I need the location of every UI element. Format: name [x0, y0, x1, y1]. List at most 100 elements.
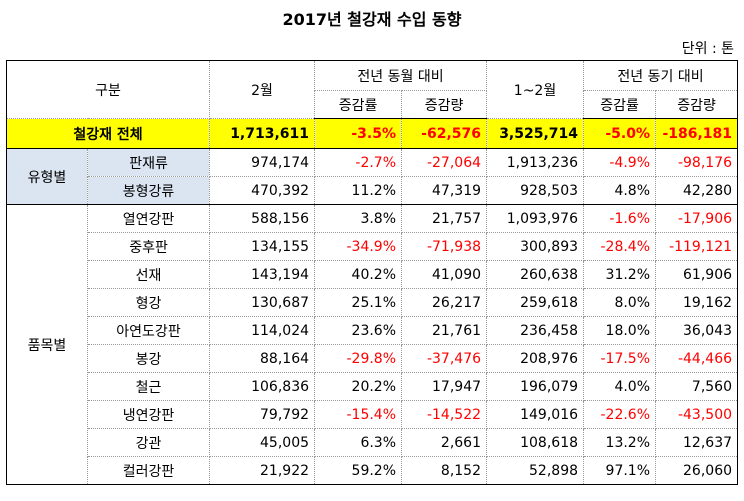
total-amt1: -62,576	[401, 118, 488, 149]
table-row: 봉형강류 470,392 11.2% 47,319 928,503 4.8% 42,280	[7, 176, 739, 205]
row-amt1: -14,522	[401, 400, 488, 429]
row-label: 냉연강판	[86, 400, 211, 429]
row-feb: 114,024	[209, 316, 316, 345]
row-amt2: 26,060	[655, 456, 739, 485]
row-rate2: 18.0%	[583, 316, 657, 345]
total-amt2: -186,181	[655, 118, 739, 149]
unit-label: 단위 : 톤	[681, 41, 734, 57]
row-rate2: -28.4%	[583, 232, 657, 261]
page-title: 2017년 철강재 수입 동향	[282, 10, 462, 29]
row-cum: 208,976	[486, 344, 585, 373]
row-amt2: 19,162	[655, 288, 739, 317]
row-rate1: 6.3%	[314, 428, 403, 457]
header-amount-2: 증감량	[655, 90, 739, 119]
row-label: 열연강판	[86, 204, 211, 233]
row-rate2: 8.0%	[583, 288, 657, 317]
table-row: 아연도강판 114,024 23.6% 21,761 236,458 18.0% 36,04…	[7, 316, 739, 345]
row-label: 선재	[86, 260, 211, 289]
row-rate1: 40.2%	[314, 260, 403, 289]
row-cum: 149,016	[486, 400, 585, 429]
total-label: 철강재 전체	[5, 118, 211, 149]
row-label: 컬러강판	[86, 456, 211, 485]
table-row: 유형별 판재류 974,174 -2.7% -27,064 1,913,236 -4.9% -…	[6, 148, 739, 205]
row-rate2: -4.9%	[583, 148, 657, 177]
row-amt2: 7,560	[655, 372, 739, 401]
row-label: 철근	[86, 372, 211, 401]
row-cum: 259,618	[486, 288, 585, 317]
row-rate1: -15.4%	[314, 400, 403, 429]
total-row: 철강재 전체 1,713,611 -3.5% -62,576 3,525,714…	[5, 118, 739, 149]
row-amt1: -71,938	[401, 232, 488, 261]
row-amt1: -27,064	[401, 148, 488, 177]
table-row: 강관 45,005 6.3% 2,661 108,618 13.2% 12,637	[7, 428, 739, 457]
row-cum: 1,093,976	[486, 204, 585, 233]
row-label: 형강	[86, 288, 211, 317]
row-label: 아연도강판	[86, 316, 211, 345]
row-amt1: 41,090	[401, 260, 488, 289]
row-amt2: -43,500	[655, 400, 739, 429]
row-feb: 470,392	[209, 176, 316, 205]
header-rate-1: 증감률	[314, 90, 403, 119]
row-amt2: -44,466	[655, 344, 739, 373]
row-rate1: 3.8%	[314, 204, 403, 233]
row-rate2: 31.2%	[583, 260, 657, 289]
row-feb: 974,174	[209, 148, 316, 177]
header-feb: 2월	[209, 60, 316, 119]
row-label: 강관	[86, 428, 211, 457]
row-amt2: 61,906	[655, 260, 739, 289]
row-feb: 106,836	[209, 372, 316, 401]
row-amt2: 42,280	[655, 176, 739, 205]
row-cum: 236,458	[486, 316, 585, 345]
row-feb: 134,155	[209, 232, 316, 261]
row-cum: 108,618	[486, 428, 585, 457]
row-rate2: 13.2%	[583, 428, 657, 457]
row-amt1: 21,757	[401, 204, 488, 233]
row-amt1: 26,217	[401, 288, 488, 317]
row-amt1: 8,152	[401, 456, 488, 485]
row-cum: 300,893	[486, 232, 585, 261]
row-amt2: 12,637	[655, 428, 739, 457]
row-amt1: 47,319	[401, 176, 488, 205]
row-cum: 52,898	[486, 456, 585, 485]
row-cum: 196,079	[486, 372, 585, 401]
table-row: 철근 106,836 20.2% 17,947 196,079 4.0% 7,560	[7, 372, 739, 401]
row-label: 봉강	[86, 344, 211, 373]
total-rate2: -5.0%	[583, 118, 657, 149]
row-rate2: 4.8%	[583, 176, 657, 205]
row-label: 봉형강류	[86, 176, 211, 205]
table-row: 중후판 134,155 -34.9% -71,938 300,893 -28.4% -119…	[7, 232, 739, 261]
table-row: 품목별 열연강판 588,156 3.8% 21,757 1,093,976 -1.6% -1…	[6, 204, 739, 485]
row-feb: 79,792	[209, 400, 316, 429]
table-row: 냉연강판 79,792 -15.4% -14,522 149,016 -22.6% -43,…	[7, 400, 739, 429]
row-feb: 88,164	[209, 344, 316, 373]
row-label: 판재류	[86, 148, 211, 177]
table-row: 선재 143,194 40.2% 41,090 260,638 31.2% 61,906	[7, 260, 739, 289]
row-amt2: -17,906	[655, 204, 739, 233]
type_group-label: 유형별	[6, 148, 88, 205]
total-feb: 1,713,611	[209, 118, 316, 149]
row-rate1: -29.8%	[314, 344, 403, 373]
row-rate2: 97.1%	[583, 456, 657, 485]
header-jan-feb: 1~2월	[486, 60, 585, 119]
import-table: 구분 2월 전년 동월 대비 1~2월 전년 동기 대비 증감률 증감량 증감률…	[5, 60, 739, 485]
row-rate2: -1.6%	[583, 204, 657, 233]
row-feb: 143,194	[209, 260, 316, 289]
row-amt2: -119,121	[655, 232, 739, 261]
table-row: 컬러강판 21,922 59.2% 8,152 52,898 97.1% 26,060	[7, 456, 739, 485]
header-amount-1: 증감량	[401, 90, 488, 119]
table-row: 형강 130,687 25.1% 26,217 259,618 8.0% 19,162	[7, 288, 739, 317]
row-cum: 928,503	[486, 176, 585, 205]
row-rate2: 4.0%	[583, 372, 657, 401]
row-label: 중후판	[86, 232, 211, 261]
row-amt1: -37,476	[401, 344, 488, 373]
row-amt2: -98,176	[655, 148, 739, 177]
row-rate2: -17.5%	[583, 344, 657, 373]
row-amt1: 17,947	[401, 372, 488, 401]
row-feb: 588,156	[209, 204, 316, 233]
row-feb: 21,922	[209, 456, 316, 485]
row-amt1: 2,661	[401, 428, 488, 457]
row-rate1: -34.9%	[314, 232, 403, 261]
row-cum: 260,638	[486, 260, 585, 289]
header-rate-2: 증감률	[583, 90, 657, 119]
row-rate1: 25.1%	[314, 288, 403, 317]
